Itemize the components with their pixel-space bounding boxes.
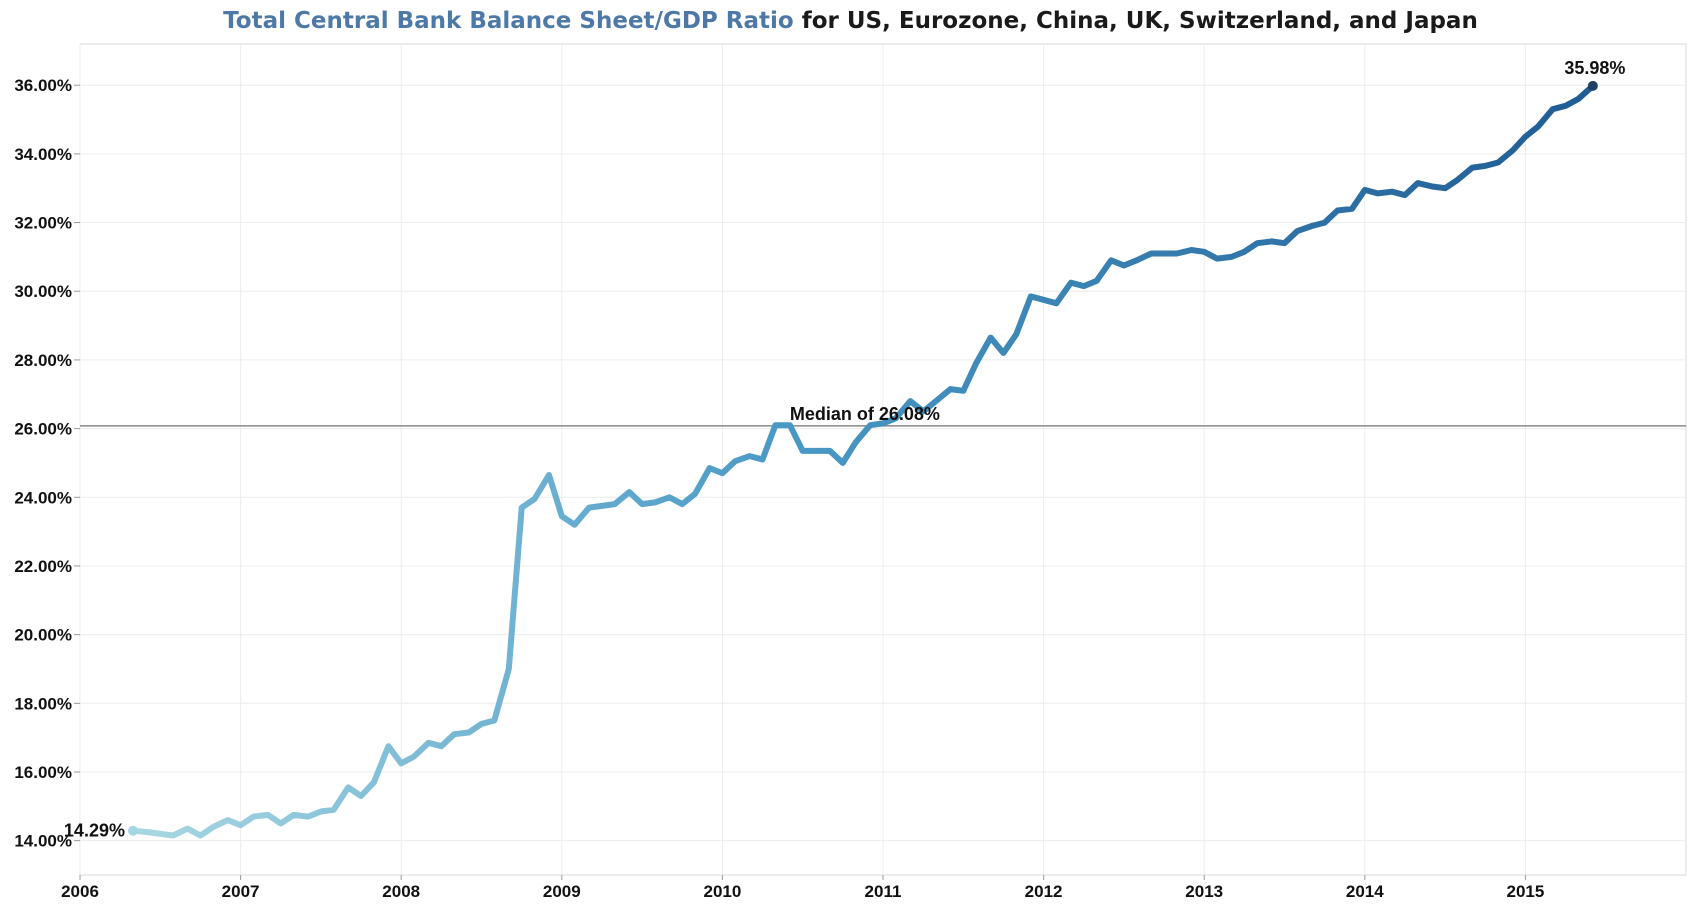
y-tick-label: 26.00%	[14, 420, 72, 439]
start-point	[127, 825, 138, 836]
x-tick-label: 2013	[1185, 882, 1223, 901]
chart-title-rest: for US, Eurozone, China, UK, Switzerland…	[801, 8, 1478, 34]
y-tick-label: 22.00%	[14, 557, 72, 576]
x-tick-label: 2010	[703, 882, 741, 901]
chart-title-highlight: Total Central Bank Balance Sheet/GDP Rat…	[223, 8, 794, 34]
series-line	[130, 82, 1596, 839]
end-label: 35.98%	[1564, 58, 1625, 78]
y-tick-label: 24.00%	[14, 488, 72, 507]
y-tick-label: 20.00%	[14, 626, 72, 645]
y-axis: 14.00% 16.00% 18.00% 20.00% 22.00% 24.00% 26.0…	[14, 76, 80, 851]
x-tick-label: 2011	[865, 882, 902, 901]
median-label: Median of 26.08%	[790, 404, 940, 424]
y-tick-label: 18.00%	[14, 694, 72, 713]
x-tick-label: 2007	[222, 882, 260, 901]
y-tick-label: 36.00%	[14, 76, 72, 95]
y-tick-label: 14.00%	[14, 832, 72, 851]
start-label: 14.29%	[64, 821, 125, 841]
y-tick-label: 32.00%	[14, 214, 72, 233]
x-tick-label: 2015	[1506, 882, 1544, 901]
gridlines	[79, 44, 1686, 875]
x-tick-label: 2008	[382, 882, 420, 901]
y-tick-label: 28.00%	[14, 351, 72, 370]
x-axis: 2006 2007 2008 2009 2010 2011 2012 2013 2014 2015	[61, 875, 1544, 901]
end-point	[1587, 80, 1598, 91]
x-tick-label: 2012	[1025, 882, 1063, 901]
x-tick-label: 2006	[61, 882, 99, 901]
y-tick-label: 16.00%	[14, 763, 72, 782]
x-tick-label: 2014	[1346, 882, 1384, 901]
y-tick-label: 30.00%	[14, 282, 72, 301]
x-tick-label: 2009	[543, 882, 581, 901]
y-tick-label: 34.00%	[14, 145, 72, 164]
chart-title: Total Central Bank Balance Sheet/GDP Rat…	[0, 8, 1701, 34]
